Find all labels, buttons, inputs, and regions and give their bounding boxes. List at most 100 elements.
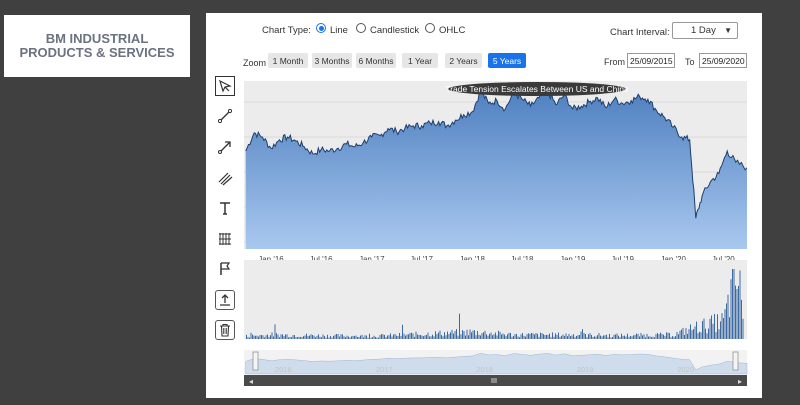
volume-bar <box>393 334 394 339</box>
pointer-tool[interactable] <box>215 76 235 96</box>
volume-bar <box>420 334 421 339</box>
volume-bar <box>679 330 681 339</box>
scroll-grip-icon[interactable] <box>491 378 497 383</box>
zoom-1-month-button[interactable]: 1 Month <box>268 53 308 68</box>
volume-bar <box>490 332 492 339</box>
volume-bar <box>549 333 550 339</box>
line-tool[interactable] <box>215 106 235 126</box>
volume-bar <box>447 331 448 339</box>
zoom-5-years-button[interactable]: 5 Years <box>488 53 526 68</box>
volume-bar <box>484 330 486 339</box>
volume-bar <box>717 314 718 339</box>
volume-bar <box>514 334 516 339</box>
volume-bar <box>441 335 442 339</box>
volume-bar <box>289 336 291 339</box>
radio-ohlc-label[interactable]: OHLC <box>439 25 466 36</box>
radio-line-label[interactable]: Line <box>330 25 348 36</box>
zoom-2-years-button[interactable]: 2 Years <box>445 53 482 68</box>
navigator-handle-right[interactable] <box>732 351 739 371</box>
volume-bar <box>601 336 603 339</box>
volume-bar <box>715 332 717 339</box>
volume-bar <box>541 333 543 339</box>
volume-bar <box>640 332 642 339</box>
volume-bar <box>534 334 535 339</box>
x-tick-label: Jul '16 <box>310 255 333 264</box>
parallel-lines-tool[interactable] <box>215 168 235 188</box>
volume-bar <box>483 332 484 339</box>
annotation-bubble[interactable] <box>448 82 626 96</box>
volume-bar <box>492 335 493 339</box>
delete-tool[interactable] <box>215 320 235 340</box>
radio-candlestick-label[interactable]: Candlestick <box>370 25 420 36</box>
volume-bar <box>454 331 456 339</box>
radio-candlestick[interactable] <box>356 23 366 33</box>
radio-line[interactable] <box>316 23 326 33</box>
volume-bar <box>664 336 666 339</box>
zoom-6-months-button[interactable]: 6 Months <box>356 53 396 68</box>
volume-bar <box>384 334 385 339</box>
arrow-line-tool[interactable] <box>215 137 235 157</box>
volume-bar <box>610 337 612 339</box>
volume-bar <box>721 313 723 339</box>
volume-bar <box>304 335 306 339</box>
navigator-label: 2016 <box>275 365 292 374</box>
volume-bar <box>258 336 259 339</box>
navigator-handle-left[interactable] <box>252 351 259 371</box>
volume-bar <box>336 333 337 339</box>
from-date-input[interactable]: 25/09/2015 <box>627 53 675 68</box>
volume-bar <box>634 334 636 339</box>
volume-bar <box>690 324 691 339</box>
price-area <box>245 89 747 249</box>
radio-ohlc[interactable] <box>425 23 435 33</box>
volume-bar <box>445 335 447 339</box>
volume-bar <box>255 335 256 339</box>
volume-bar <box>736 288 738 339</box>
volume-bar <box>586 337 588 339</box>
volume-bar <box>673 336 675 339</box>
volume-bar <box>349 337 351 339</box>
volume-bar <box>594 336 595 339</box>
volume-bar <box>327 334 328 339</box>
flag-tool[interactable] <box>215 259 235 279</box>
volume-bar <box>394 333 396 339</box>
chart-interval-select[interactable]: 1 Day ▼ <box>672 22 738 39</box>
volume-bar <box>268 336 270 339</box>
volume-bar <box>429 336 430 339</box>
volume-bar <box>433 336 435 339</box>
export-tool[interactable] <box>215 290 235 310</box>
volume-bar <box>360 335 361 339</box>
to-date-input[interactable]: 25/09/2020 <box>699 53 747 68</box>
volume-bar <box>324 336 325 339</box>
volume-bar <box>660 332 661 339</box>
scroll-right-icon[interactable]: ▸ <box>738 377 742 386</box>
volume-bar <box>669 333 670 339</box>
volume-bar <box>714 313 715 339</box>
volume-bar <box>402 324 403 339</box>
volume-bar <box>600 335 601 339</box>
volume-bar <box>583 332 585 339</box>
navigator-label: 2017 <box>376 365 393 374</box>
zoom-3-months-button[interactable]: 3 Months <box>312 53 352 68</box>
scroll-left-icon[interactable]: ◂ <box>249 377 253 386</box>
text-tool[interactable] <box>215 198 235 218</box>
volume-bar <box>312 335 313 339</box>
volume-bar <box>687 333 688 339</box>
volume-bar <box>259 335 261 339</box>
volume-bar <box>561 335 562 339</box>
volume-bar <box>592 336 594 339</box>
zoom-1-year-button[interactable]: 1 Year <box>402 53 438 68</box>
volume-bar <box>571 335 573 339</box>
to-label: To <box>685 57 695 67</box>
fibonacci-tool[interactable] <box>215 229 235 249</box>
volume-bar <box>520 334 522 339</box>
volume-bar <box>589 333 591 339</box>
x-tick-label: Jul '17 <box>410 255 433 264</box>
chart-panel: Chart Type: Line Candlestick OHLC Chart … <box>206 13 762 398</box>
zoom-row: Zoom 1 Month 3 Months 6 Months 1 Year 2 … <box>206 53 762 70</box>
volume-bar <box>424 335 426 339</box>
volume-bar <box>285 334 286 339</box>
x-tick-label: Jan '18 <box>459 255 485 264</box>
volume-bar <box>609 333 610 339</box>
volume-bar <box>718 329 720 339</box>
volume-bar <box>622 335 624 339</box>
